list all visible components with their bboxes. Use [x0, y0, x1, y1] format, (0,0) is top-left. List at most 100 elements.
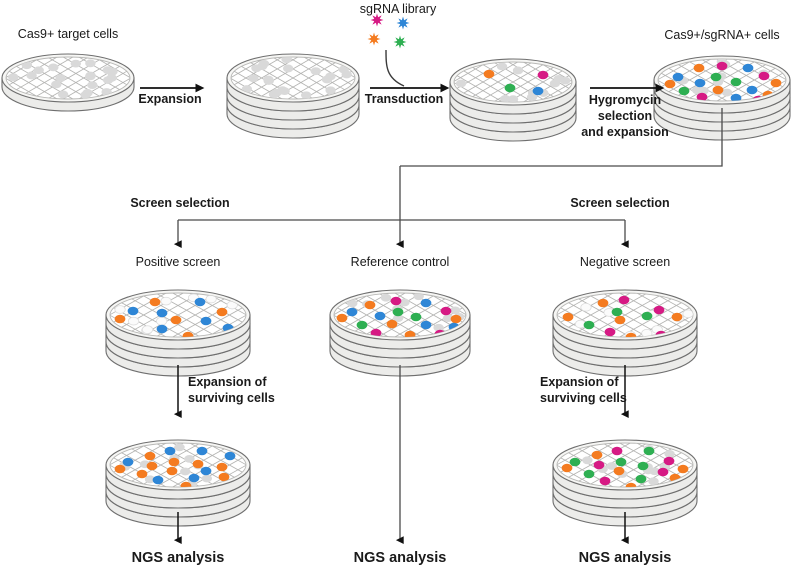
transduced-cell [420, 298, 432, 308]
virus-particle-group [367, 13, 410, 49]
transduced-cell [583, 320, 595, 330]
transduced-cell [336, 313, 348, 323]
transduced-cell [618, 295, 630, 305]
transduced-cell [712, 85, 724, 95]
transduced-cell [599, 476, 611, 486]
label-cas9-target-cells: Cas9+ target cells [17, 27, 119, 41]
transduced-cell [504, 83, 516, 93]
label-ngs-analysis-right: NGS analysis [578, 550, 672, 566]
connector-split-trunk [400, 108, 723, 167]
label-transduction: Transduction [364, 92, 444, 106]
transduced-cell [730, 77, 742, 87]
label-hygromycin-line3: and expansion [581, 125, 669, 139]
transduced-cell [196, 446, 208, 456]
transduced-cell [625, 332, 637, 337]
transduced-cell [635, 474, 647, 484]
transduced-cell [583, 469, 595, 479]
transduced-cell [136, 469, 148, 479]
transduced-cell [386, 319, 398, 329]
transduced-cell [122, 457, 134, 467]
transduced-cell [216, 307, 228, 317]
label-hygromycin-line2: selection [597, 109, 653, 123]
transduced-cell [561, 463, 573, 473]
transduced-cell [653, 305, 665, 315]
transduced-cell [224, 451, 236, 461]
transduced-cell [677, 464, 689, 474]
label-expansion-surviving-left-1: Expansion of [188, 375, 267, 389]
transduced-cell [664, 79, 676, 89]
label-expansion-surviving-left-2: surviving cells [188, 391, 275, 405]
label-hygromycin-line1: Hygromycin [588, 93, 662, 107]
transduced-cell [678, 86, 690, 96]
connector-group [140, 49, 723, 545]
transduced-cell [483, 69, 495, 79]
transduced-cell [611, 307, 623, 317]
transduced-cell [152, 475, 164, 485]
dish-group [1, 53, 791, 527]
transduced-cell [637, 461, 649, 471]
transduced-cell [716, 61, 728, 71]
transduced-cell [218, 472, 230, 482]
transduced-cell [156, 324, 168, 334]
transduced-cell [657, 467, 669, 477]
transduced-cells [664, 61, 782, 101]
transduced-cells [336, 296, 462, 337]
dish-reference-control [329, 289, 471, 377]
transduced-cell [410, 312, 422, 322]
label-ngs-analysis-left: NGS analysis [131, 550, 225, 566]
label-screen-selection-left: Screen selection [130, 196, 230, 210]
dish-cas9-target-cells [1, 53, 135, 112]
transduced-cell [170, 315, 182, 325]
untransduced-cells [8, 59, 118, 99]
label-negative-screen: Negative screen [579, 255, 671, 269]
transduced-cells [114, 297, 234, 337]
transduced-cell [641, 311, 653, 321]
transduced-cell [663, 456, 675, 466]
label-cas9-sgrna-cells: Cas9+/sgRNA+ cells [664, 28, 780, 42]
label-reference-control: Reference control [350, 255, 450, 269]
label-expansion-surviving-right-2: surviving cells [540, 391, 627, 405]
transduced-cell [164, 446, 176, 456]
dish-positive-screen [105, 289, 251, 377]
transduced-cell [614, 315, 626, 325]
transduced-cell [450, 314, 462, 324]
transduced-cell [200, 466, 212, 476]
transduced-cell [742, 63, 754, 73]
transduced-cell [611, 446, 623, 456]
transduced-cell [166, 466, 178, 476]
transduced-cell [364, 300, 376, 310]
transduced-cell [758, 71, 770, 81]
dish-transduced-cells [449, 58, 577, 142]
transduced-cell [625, 482, 637, 487]
transduced-cell [643, 446, 655, 456]
untransduced-cells [241, 57, 352, 99]
label-positive-screen: Positive screen [135, 255, 221, 269]
transduced-cell [537, 70, 549, 80]
virus-particle-orange [367, 32, 381, 46]
transduced-cell [216, 462, 228, 472]
transduced-cell [770, 78, 782, 88]
label-screen-selection-right: Screen selection [570, 196, 670, 210]
transduced-cell [696, 92, 708, 101]
transduced-cell [390, 296, 402, 306]
label-expansion: Expansion [138, 92, 202, 106]
transduced-cell [114, 314, 126, 324]
transduced-cell [593, 460, 605, 470]
sgrna-drop-curve [385, 49, 405, 87]
transduced-cell [672, 72, 684, 82]
transduced-cell [671, 312, 683, 322]
transduced-cell [168, 457, 180, 467]
untransduced-cells [455, 62, 571, 102]
dish-positive-screen-expanded [105, 439, 251, 527]
transduced-cell [188, 473, 200, 483]
transduced-cell [604, 327, 616, 337]
transduced-cell [532, 86, 544, 96]
transduced-cell [392, 307, 404, 317]
transduced-cell [597, 298, 609, 308]
transduced-cell [591, 450, 603, 460]
transduced-cell [374, 311, 386, 321]
transduced-cell [146, 461, 158, 471]
transduced-cell [746, 85, 758, 95]
